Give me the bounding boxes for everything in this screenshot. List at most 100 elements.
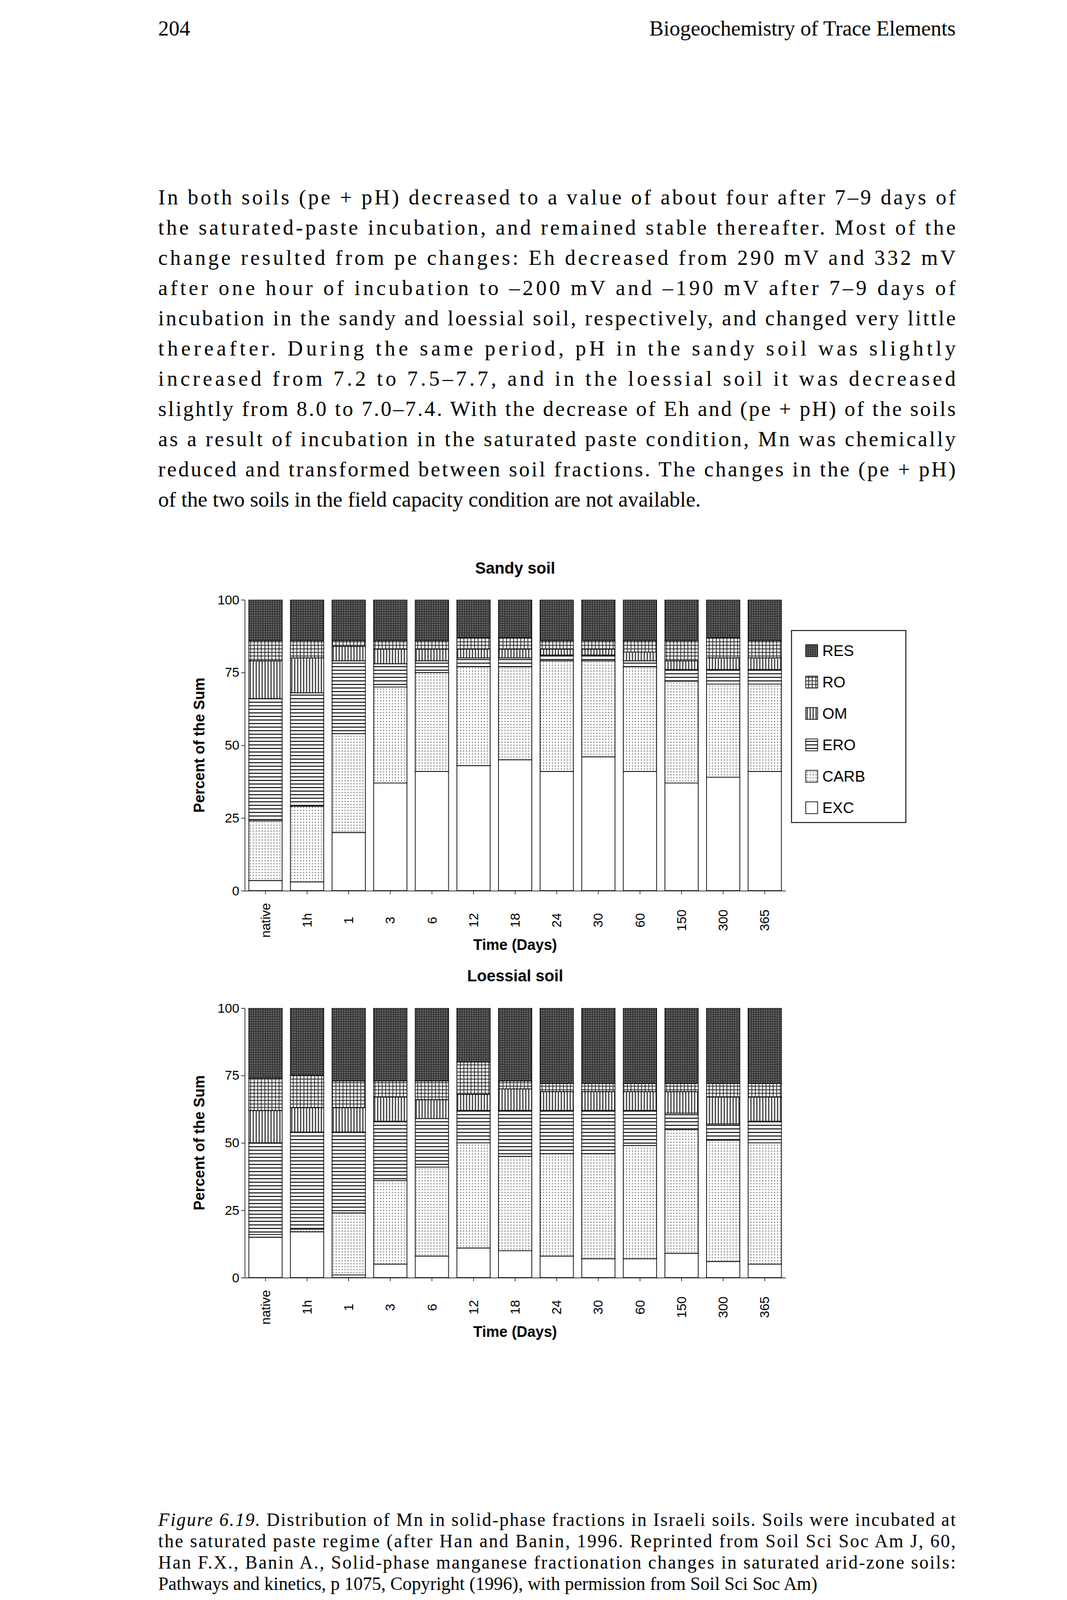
tick-label: 100: [217, 1000, 240, 1016]
y-axis-title: Percent of the Sum: [190, 677, 208, 813]
bar-segment: [540, 599, 574, 641]
tick-label: native: [258, 902, 274, 938]
bar-segment: [748, 771, 782, 891]
bar-segment: [248, 1234, 283, 1238]
bar-segment: [415, 771, 449, 891]
tick-mark: [597, 1277, 599, 1281]
legend-swatch: [805, 644, 818, 657]
bar-segment: [748, 640, 782, 658]
tick-mark: [473, 1277, 474, 1281]
page: 204Biogeochemistry of Trace ElementsIn b…: [0, 0, 1067, 1600]
tick: 6: [424, 1277, 440, 1311]
tick-label: 60: [632, 912, 648, 928]
bar-segment: [498, 1110, 532, 1156]
series: [248, 1110, 782, 1235]
tick: 25: [225, 810, 245, 826]
tick: 3: [382, 1277, 398, 1311]
series: [248, 646, 782, 699]
bar-segment: [706, 1007, 740, 1083]
tick-mark: [681, 1277, 682, 1281]
tick-label: native: [258, 1289, 274, 1325]
bar-segment: [456, 765, 490, 891]
bar-segment: [623, 1007, 657, 1083]
bar-segment: [290, 1107, 324, 1132]
bar-segment: [706, 1261, 740, 1278]
bar-segment: [498, 599, 532, 638]
bar-segment: [498, 759, 532, 891]
tick-mark: [241, 817, 245, 819]
tick-mark: [764, 1277, 765, 1281]
legend-box: [791, 630, 906, 823]
tick-mark: [639, 1277, 641, 1281]
bar-segment: [748, 1082, 782, 1097]
y-axis-title: Percent of the Sum: [190, 1075, 208, 1211]
bar-segment: [540, 1091, 574, 1111]
tick-label: 150: [674, 909, 690, 932]
bar-segment: [373, 599, 408, 641]
tick: 18: [507, 1277, 523, 1315]
tick-label: 6: [424, 916, 440, 924]
legend-swatch: [805, 675, 818, 688]
bar-segment: [415, 660, 449, 673]
tick: 300: [715, 1277, 731, 1318]
tick-mark: [556, 890, 557, 895]
bar-segment: [664, 1007, 698, 1083]
bar-segment: [415, 648, 449, 661]
tick-mark: [722, 890, 724, 895]
tick-mark: [389, 1277, 391, 1281]
bar-segment: [373, 1180, 408, 1264]
bar-segment: [456, 657, 490, 667]
tick: 60: [632, 1277, 648, 1315]
bar-segment: [498, 637, 532, 650]
bar-segment: [540, 640, 574, 650]
bar-segment: [498, 1155, 532, 1251]
tick-label: 1: [341, 1303, 357, 1311]
bar-segment: [248, 1142, 283, 1235]
bar-segment: [290, 599, 324, 641]
tick: 300: [715, 890, 731, 931]
bar-segment: [373, 1007, 408, 1081]
bar-segment: [456, 1142, 490, 1248]
bar-segment: [373, 1080, 408, 1097]
tick: 24: [549, 890, 565, 928]
legend-swatch: [805, 770, 818, 783]
caption-line: Figure 6.19.Distribution of Mn in solid-…: [157, 1508, 956, 1530]
tick-mark: [241, 745, 245, 746]
tick: 24: [549, 1277, 565, 1315]
tick: 30: [590, 1277, 606, 1315]
tick-label: 100: [217, 592, 240, 608]
bar-segment: [248, 1110, 283, 1143]
legend-label: RES: [822, 641, 854, 660]
y-axis: 0255075100: [217, 1000, 245, 1286]
bar-segment: [498, 666, 532, 760]
paragraph-line: In both soils (pe + pH) decreased to a v…: [158, 185, 956, 210]
bar-segment: [290, 1131, 324, 1229]
bar-segment: [623, 660, 657, 667]
bar-segment: [664, 680, 698, 783]
bar-segment: [664, 669, 698, 682]
bar-segment: [498, 1088, 532, 1111]
bar-segment: [706, 1082, 740, 1097]
bar-segment: [331, 599, 365, 641]
tick: 1: [341, 890, 357, 924]
legend-label: RO: [822, 673, 846, 691]
bar-segment: [290, 806, 324, 883]
bar-segment: [581, 1258, 615, 1278]
legend: EXCCARBEROOMRORES: [791, 630, 906, 823]
tick: 6: [424, 890, 440, 924]
bar-segment: [498, 1007, 532, 1081]
bar-segment: [331, 1131, 365, 1213]
tick: 18: [507, 890, 523, 928]
bar-segment: [706, 1096, 740, 1124]
bar-segment: [623, 640, 657, 653]
tick: 60: [632, 890, 648, 928]
bar-segment: [581, 1110, 615, 1154]
bar-segment: [415, 1118, 449, 1168]
tick-label: 1: [341, 916, 357, 924]
tick: 75: [225, 664, 245, 680]
caption-text: Distribution of Mn in solid-phase fracti…: [266, 1508, 957, 1530]
tick-label: 365: [757, 909, 772, 932]
tick-mark: [241, 1075, 245, 1076]
bar-segment: [290, 1228, 324, 1232]
tick-label: 18: [507, 1299, 523, 1315]
